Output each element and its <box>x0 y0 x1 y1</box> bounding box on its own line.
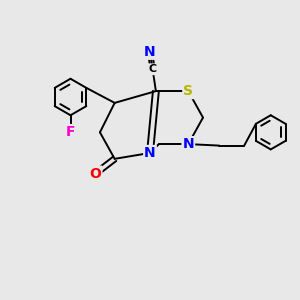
Text: N: N <box>144 45 156 59</box>
Text: O: O <box>90 167 101 181</box>
Text: S: S <box>183 84 193 98</box>
Text: N: N <box>144 146 156 160</box>
Text: F: F <box>66 125 75 139</box>
Text: N: N <box>182 137 194 151</box>
Text: C: C <box>148 64 157 74</box>
